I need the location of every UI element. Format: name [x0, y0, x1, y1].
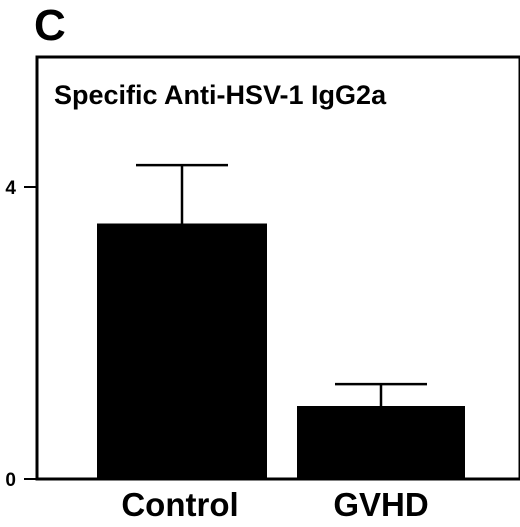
error-bars	[136, 163, 427, 406]
bar-gvhd	[297, 406, 465, 479]
chart-title: Specific Anti-HSV-1 IgG2a	[54, 80, 387, 110]
bars	[97, 223, 465, 479]
plot-frame	[35, 55, 520, 481]
y-axis-ticks: 0 4	[5, 178, 37, 491]
y-tick-label-4: 4	[5, 178, 16, 199]
x-category-label-control: Control	[121, 486, 238, 523]
panel-label: C	[34, 1, 66, 50]
y-tick-label-0: 0	[5, 470, 16, 491]
x-category-label-gvhd: GVHD	[333, 486, 428, 523]
bar-control	[97, 223, 267, 479]
